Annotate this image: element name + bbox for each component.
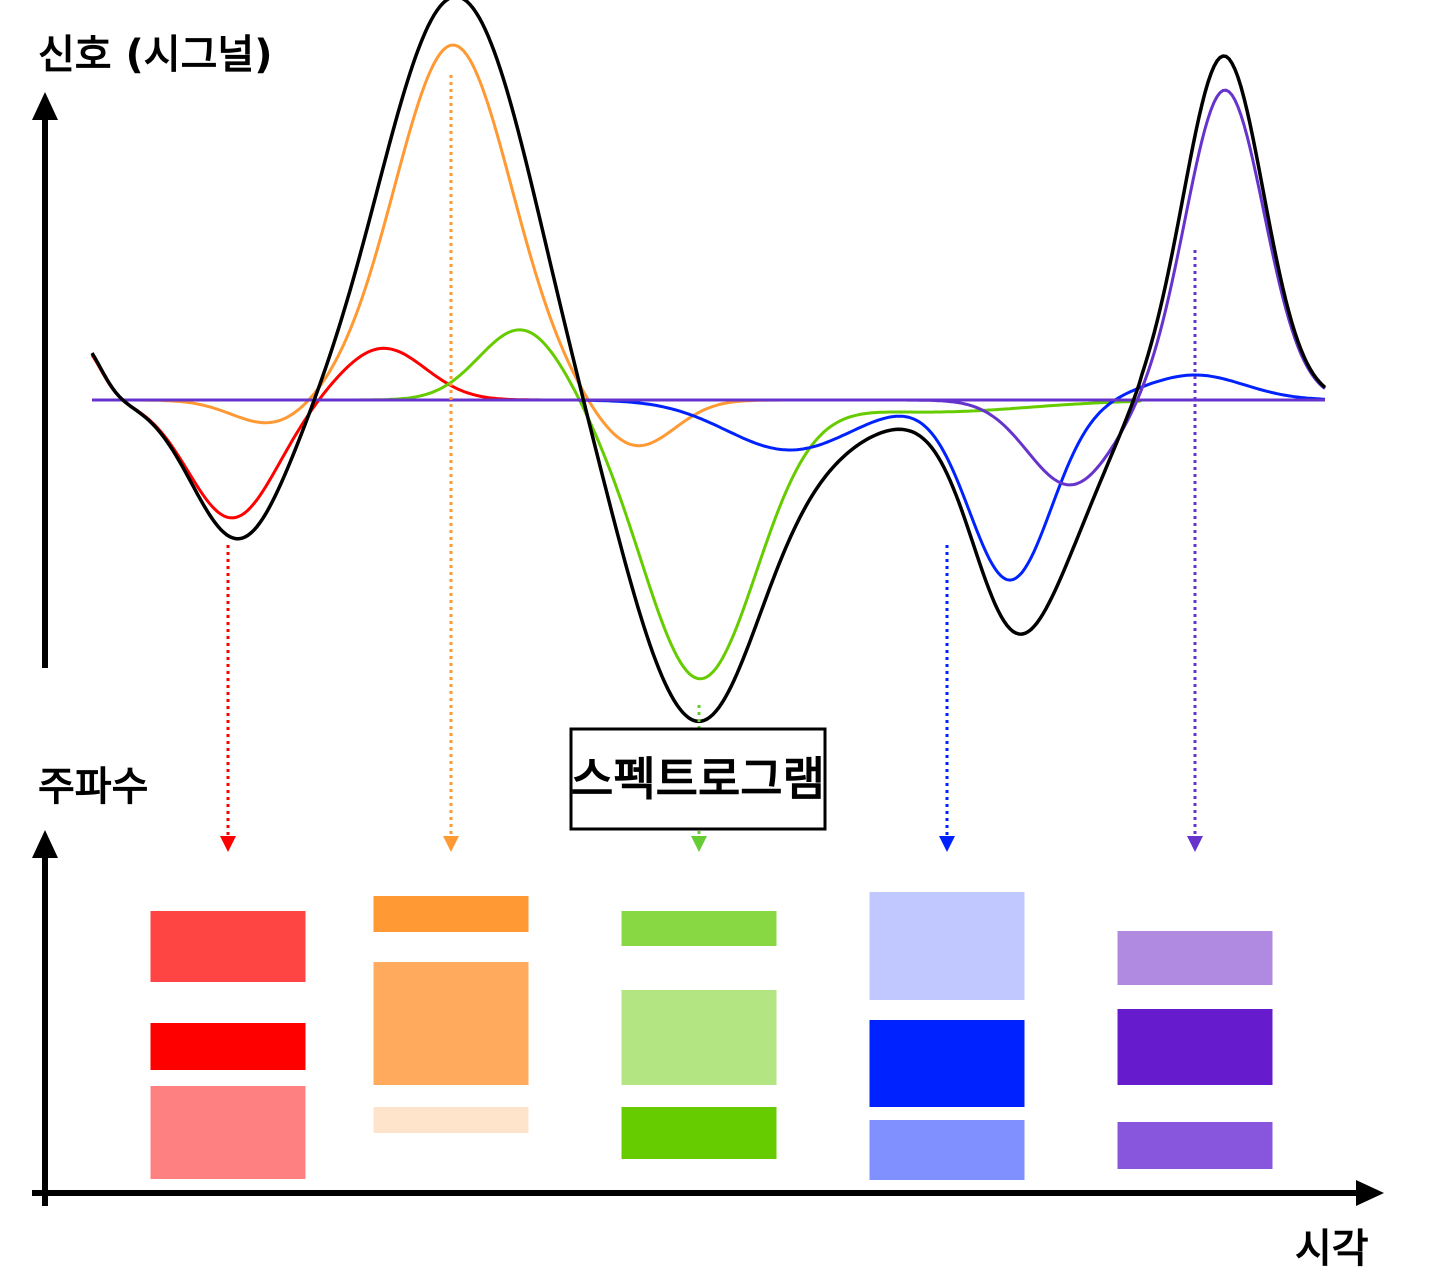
signal-axis-label: 신호 (시그널) [38,32,273,78]
green-band-1 [621,911,777,946]
spectrogram-label-frame [569,727,827,831]
blue-band-2 [869,1020,1025,1107]
spectrogram-bands [150,892,1273,1180]
signal-y-axis-arrowhead [32,92,58,120]
drop-lines [220,75,1203,852]
green-band-2 [621,990,777,1085]
time-x-axis-arrowhead [1356,1180,1384,1206]
spectrogram-label-box: 스펙트로그램 [569,727,827,831]
spectrogram-plot: 주파수 시각 [32,764,1384,1272]
frequency-axis-label: 주파수 [38,764,148,810]
orange-drop-arrowhead [443,836,459,852]
blue-band-1 [869,892,1025,1000]
time-axis-label: 시각 [1295,1226,1369,1272]
green-drop-arrowhead [691,836,707,852]
orange-band-2 [373,962,529,1085]
purple-drop-arrowhead [1187,836,1203,852]
purple-component-curve [92,88,1326,487]
signal-curves [90,0,1327,724]
red-band-3 [150,1086,306,1179]
purple-band-1 [1117,931,1273,985]
green-band-3 [621,1107,777,1159]
purple-band-2 [1117,1009,1273,1085]
frequency-y-axis-arrowhead [32,830,58,858]
composite-signal-curve [90,0,1327,724]
blue-component-curve [92,373,1326,582]
blue-band-3 [869,1120,1025,1180]
red-drop-arrowhead [220,836,236,852]
signal-plot: 신호 (시그널) [32,0,1327,852]
blue-drop-arrowhead [939,836,955,852]
orange-band-1 [373,896,529,932]
orange-band-3 [373,1107,529,1133]
red-band-1 [150,911,306,982]
spectrogram-label: 스펙트로그램 [571,752,825,806]
red-band-2 [150,1023,306,1070]
purple-band-3 [1117,1122,1273,1169]
